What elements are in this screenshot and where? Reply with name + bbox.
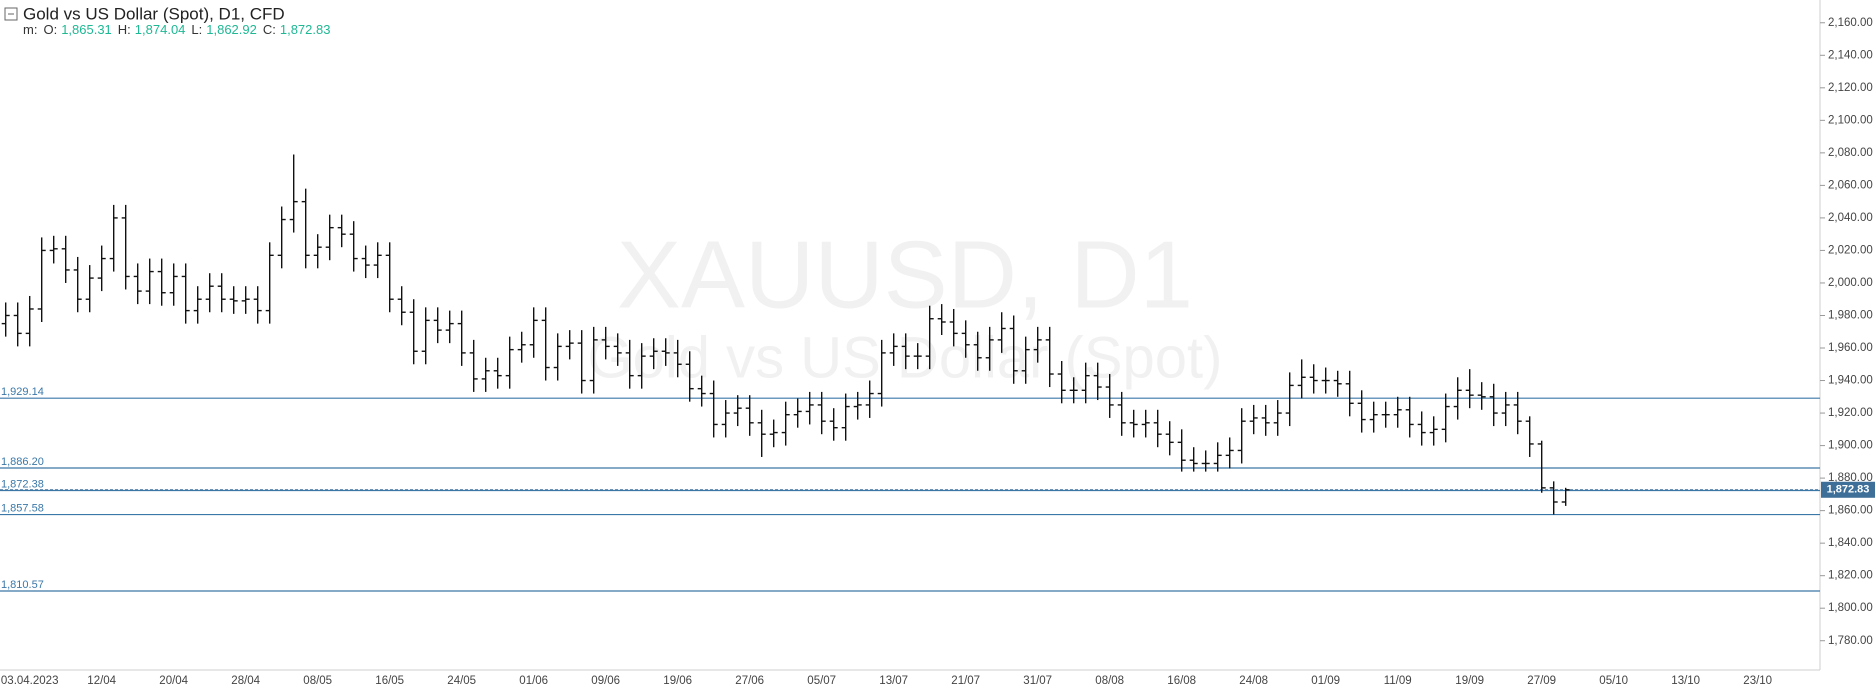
watermark: XAUUSD, D1 Gold vs US Dollar (Spot) xyxy=(588,221,1223,390)
y-tick-label: 2,060.00 xyxy=(1828,179,1873,191)
header-value: 1,872.83 xyxy=(280,22,331,37)
y-tick-label: 1,960.00 xyxy=(1828,342,1873,354)
header-label: C: xyxy=(263,22,276,37)
y-tick-label: 2,020.00 xyxy=(1828,244,1873,256)
y-tick-label: 1,880.00 xyxy=(1828,472,1873,484)
x-tick-label: 24/08 xyxy=(1239,675,1268,687)
chart-title: Gold vs US Dollar (Spot), D1, CFD xyxy=(23,4,285,23)
header-value: 1,865.31 xyxy=(61,22,112,37)
header-value: 1,874.04 xyxy=(135,22,186,37)
y-tick-label: 2,080.00 xyxy=(1828,147,1873,159)
x-tick-label: 31/07 xyxy=(1023,675,1052,687)
y-tick-label: 1,940.00 xyxy=(1828,375,1873,387)
x-tick-label: 27/06 xyxy=(735,675,764,687)
x-tick-label: 19/09 xyxy=(1455,675,1484,687)
y-tick-label: 1,920.00 xyxy=(1828,407,1873,419)
header-prefix: m: xyxy=(23,22,37,37)
watermark-symbol: XAUUSD, D1 xyxy=(617,221,1193,328)
y-tick-label: 2,160.00 xyxy=(1828,17,1873,29)
x-tick-label: 01/06 xyxy=(519,675,548,687)
y-tick-label: 1,860.00 xyxy=(1828,505,1873,517)
x-tick-label: 05/10 xyxy=(1599,675,1628,687)
y-tick-label: 2,040.00 xyxy=(1828,212,1873,224)
x-tick-label: 27/09 xyxy=(1527,675,1556,687)
level-label: 1,886.20 xyxy=(1,456,44,468)
x-tick-label: 24/05 xyxy=(447,675,476,687)
y-tick-label: 2,120.00 xyxy=(1828,82,1873,94)
x-tick-label: 01/09 xyxy=(1311,675,1340,687)
level-label: 1,857.58 xyxy=(1,502,44,514)
ohlc-header: m: O: 1,865.31 H: 1,874.04 L: 1,862.92 C: 1,872.… xyxy=(23,22,330,37)
y-tick-label: 1,780.00 xyxy=(1828,635,1873,647)
x-tick-label: 19/06 xyxy=(663,675,692,687)
y-tick-label: 1,820.00 xyxy=(1828,570,1873,582)
x-tick-label: 16/08 xyxy=(1167,675,1196,687)
x-tick-label: 21/07 xyxy=(951,675,980,687)
header-label: H: xyxy=(118,22,131,37)
level-label: 1,872.38 xyxy=(1,478,44,490)
y-tick-label: 2,000.00 xyxy=(1828,277,1873,289)
x-tick-label: 13/10 xyxy=(1671,675,1700,687)
y-tick-label: 1,840.00 xyxy=(1828,537,1873,549)
x-tick-label: 20/04 xyxy=(159,675,188,687)
y-tick-label: 2,100.00 xyxy=(1828,114,1873,126)
header-label: O: xyxy=(43,22,57,37)
level-label: 1,810.57 xyxy=(1,579,44,591)
x-tick-label: 03.04.2023 xyxy=(1,675,59,687)
y-tick-label: 2,140.00 xyxy=(1828,49,1873,61)
x-tick-label: 16/05 xyxy=(375,675,404,687)
x-tick-label: 12/04 xyxy=(87,675,116,687)
y-tick-label: 1,980.00 xyxy=(1828,310,1873,322)
x-tick-label: 09/06 xyxy=(591,675,620,687)
level-label: 1,929.14 xyxy=(1,386,44,398)
x-tick-label: 11/09 xyxy=(1384,675,1412,687)
header-value: 1,862.92 xyxy=(206,22,257,37)
x-tick-label: 08/05 xyxy=(303,675,332,687)
header-label: L: xyxy=(191,22,202,37)
x-tick-label: 28/04 xyxy=(231,675,260,687)
last-price-tag xyxy=(1821,481,1875,498)
x-tick-label: 05/07 xyxy=(807,675,836,687)
y-tick-label: 1,900.00 xyxy=(1828,440,1873,452)
last-price-label: 1,872.83 xyxy=(1827,484,1870,496)
x-tick-label: 23/10 xyxy=(1743,675,1772,687)
x-tick-label: 13/07 xyxy=(879,675,908,687)
x-tick-label: 08/08 xyxy=(1095,675,1124,687)
y-tick-label: 1,800.00 xyxy=(1828,602,1873,614)
